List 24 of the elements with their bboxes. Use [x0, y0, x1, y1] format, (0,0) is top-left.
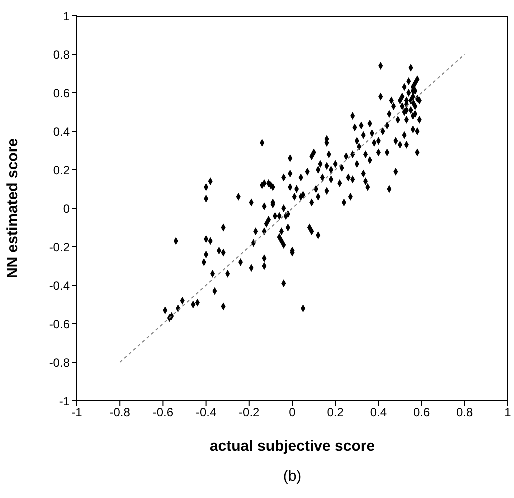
y-tick-label: 0.4: [53, 124, 70, 139]
x-tick-label: -0.6: [152, 406, 174, 420]
y-tick-label: -1: [59, 394, 70, 408]
y-axis-title: NN estimated score: [4, 138, 22, 279]
y-tick-label: 0.2: [53, 163, 70, 178]
y-tick-label: 0.6: [53, 86, 70, 100]
y-tick-label: -0.2: [49, 240, 70, 254]
x-tick-label: 0.8: [456, 406, 474, 420]
x-tick-label: 1: [504, 406, 512, 420]
y-tick-label: -0.8: [49, 356, 70, 370]
x-tick-label: 0.6: [413, 406, 430, 420]
x-tick-label: 0.2: [327, 406, 344, 420]
x-tick-label: 0: [289, 406, 296, 420]
y-tick-label: -0.4: [49, 278, 70, 293]
y-tick-label: -0.6: [49, 317, 70, 332]
text: (b): [282, 468, 303, 485]
x-tick-label: -0.4: [196, 406, 217, 420]
x-tick-label: -0.2: [239, 406, 260, 420]
x-tick-label: -0.8: [110, 406, 131, 420]
y-tick-label: 0: [63, 202, 70, 216]
x-axis-title: actual subjective score: [210, 438, 376, 455]
y-tick-label: 0.8: [53, 48, 70, 62]
y-tick-label: 1: [63, 9, 70, 24]
x-tick-label: 0.4: [370, 406, 388, 420]
